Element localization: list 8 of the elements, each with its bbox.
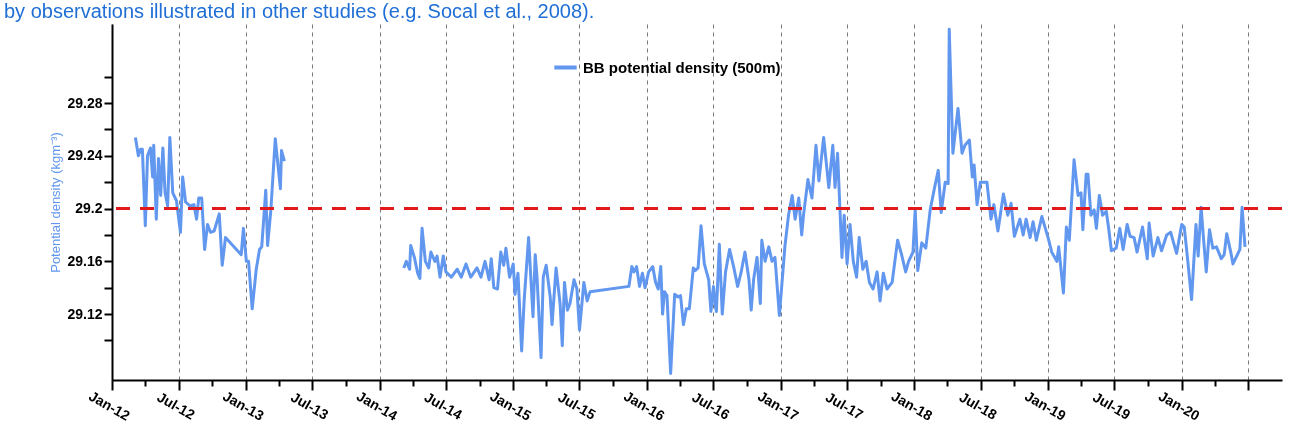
- y-tick-label: 29.2: [75, 200, 103, 217]
- y-tick-label: 29.28: [67, 94, 103, 111]
- y-axis-title: Potential density (kgm⁻³): [48, 132, 64, 273]
- y-tick-label: 29.24: [67, 147, 103, 164]
- y-tick-label: 29.16: [67, 252, 103, 269]
- y-tick-label: 29.12: [67, 305, 103, 322]
- text: by observations illustrated in other studies (e.g. Socal et al., 2008).: [4, 0, 595, 22]
- legend-label: BB potential density (500m): [583, 58, 781, 76]
